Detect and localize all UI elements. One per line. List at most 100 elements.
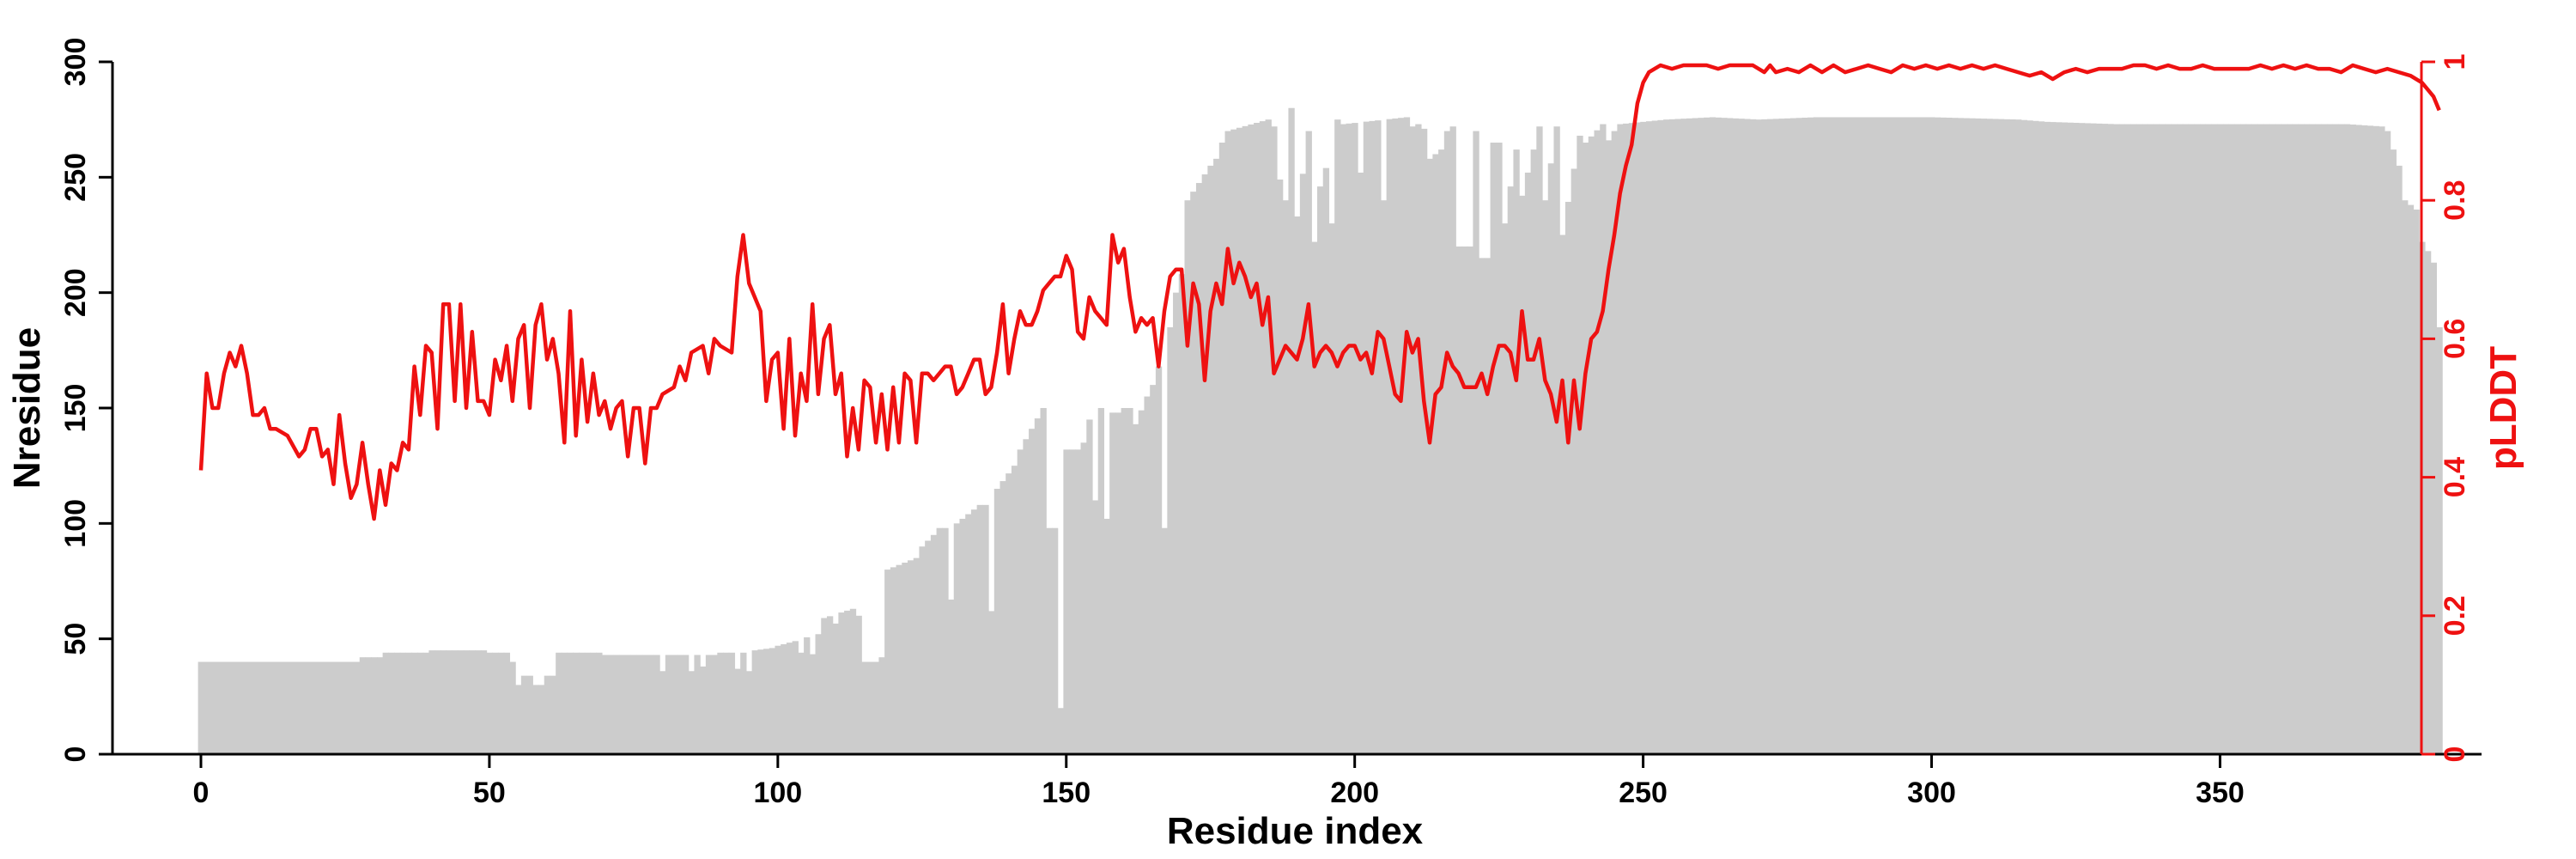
bar — [2078, 123, 2086, 754]
bar — [1398, 118, 1405, 754]
bar — [416, 652, 424, 754]
bar — [786, 643, 793, 754]
bar — [1784, 118, 1791, 754]
bar — [2234, 124, 2241, 755]
bar — [376, 657, 384, 754]
x-tick-label: 200 — [1330, 777, 1379, 809]
bar — [913, 557, 920, 754]
x-tick-label: 100 — [753, 777, 802, 809]
bar — [1929, 117, 1935, 755]
bar — [1057, 708, 1065, 754]
bar — [573, 652, 580, 754]
bar — [613, 655, 620, 754]
bar — [2326, 124, 2334, 755]
bar — [2188, 124, 2195, 755]
bar — [1467, 246, 1474, 754]
bar — [1744, 119, 1751, 754]
bar — [659, 671, 666, 754]
bar — [2020, 119, 2027, 754]
bar — [1640, 121, 1647, 755]
bar — [1761, 119, 1768, 754]
bar — [1507, 186, 1515, 754]
bar — [1248, 124, 1255, 755]
bar — [1704, 117, 1710, 754]
bar — [751, 650, 758, 754]
bar — [636, 655, 643, 754]
bar — [1853, 117, 1861, 755]
bar — [596, 652, 603, 754]
bar — [244, 661, 251, 754]
bar — [1564, 201, 1572, 755]
bar — [434, 650, 441, 754]
bar — [1375, 120, 1382, 754]
bar — [1778, 119, 1785, 755]
bar — [1542, 200, 1549, 754]
bar — [2205, 124, 2212, 755]
bar — [2084, 123, 2091, 755]
bar — [2245, 124, 2252, 755]
bar — [1133, 423, 1139, 754]
bar — [1588, 136, 1595, 754]
bar — [1138, 410, 1145, 754]
bar — [1420, 128, 1428, 754]
bar — [2171, 124, 2178, 755]
bar — [769, 648, 776, 754]
bar — [526, 675, 533, 754]
bar — [422, 652, 429, 754]
bar — [2228, 124, 2235, 755]
bar — [238, 661, 245, 754]
y2-tick-label: 1 — [2439, 54, 2471, 70]
bar — [1519, 195, 1526, 754]
bar — [804, 637, 811, 754]
bar — [336, 661, 343, 754]
bar — [1997, 119, 2005, 754]
bar — [463, 650, 471, 754]
bar — [1282, 200, 1290, 754]
bar — [1923, 117, 1929, 755]
bar — [319, 661, 326, 754]
bar — [267, 661, 274, 754]
bar — [1952, 118, 1959, 754]
bar — [1611, 131, 1618, 755]
y-axis-title: Nresidue — [6, 327, 48, 489]
bar — [2269, 124, 2275, 755]
bar — [1484, 258, 1492, 754]
bar — [544, 675, 551, 754]
bar — [197, 661, 204, 754]
bar — [798, 652, 805, 754]
bar — [826, 616, 834, 754]
bar — [371, 657, 378, 754]
bar — [711, 655, 718, 754]
bar — [1830, 117, 1838, 755]
bar — [1074, 449, 1082, 754]
bar — [671, 655, 677, 754]
bar — [2130, 124, 2137, 755]
bar — [1173, 292, 1180, 754]
bar — [532, 685, 539, 754]
bar — [1530, 149, 1537, 755]
bar — [2332, 124, 2339, 755]
bar — [653, 655, 660, 754]
bar — [2309, 124, 2316, 755]
bar — [221, 661, 228, 754]
bar — [1438, 149, 1445, 755]
bar — [509, 661, 516, 754]
bar — [838, 612, 845, 754]
bar — [561, 652, 568, 754]
bar — [1265, 119, 1272, 755]
bar — [1882, 117, 1889, 755]
bar — [2361, 125, 2368, 754]
bar — [2136, 124, 2143, 755]
bar — [2124, 124, 2131, 755]
bar — [556, 652, 562, 754]
bar — [1432, 154, 1439, 755]
bar — [278, 661, 286, 754]
bar — [1097, 408, 1105, 754]
y2-axis-title: pLDDT — [2482, 346, 2524, 470]
bar — [1294, 216, 1301, 754]
bar — [942, 527, 949, 754]
bar — [2211, 124, 2218, 755]
bar — [1409, 126, 1416, 755]
bar — [307, 661, 314, 754]
bar — [1870, 117, 1878, 755]
